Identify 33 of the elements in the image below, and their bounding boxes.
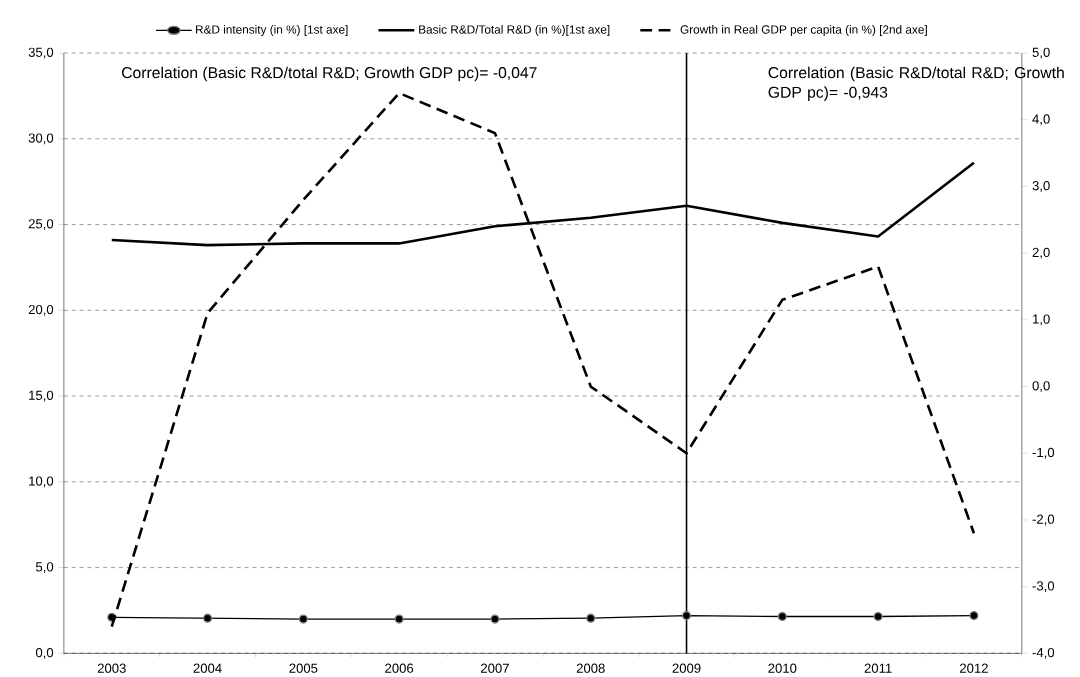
y-tick-label: 20,0 <box>28 304 54 316</box>
y2-tick-label: -1,0 <box>1032 447 1055 459</box>
legend-label: Basic R&D/Total R&D (in %)[1st axe] <box>419 24 610 36</box>
annotation: Correlation (Basic R&D/total R&D; Growth GDP pc)= -0,047 <box>121 66 537 82</box>
legend-label: Growth in Real GDP per capita (in %) [2nd axe] <box>680 24 927 36</box>
legend-label: R&D intensity (in %) [1st axe] <box>196 24 348 36</box>
y2-tick-label: 5,0 <box>1032 47 1050 59</box>
x-tick-label: 2004 <box>193 663 222 673</box>
y-tick-label: 30,0 <box>28 133 54 145</box>
x-tick-label: 2012 <box>960 663 988 673</box>
y2-tick-label: -4,0 <box>1032 647 1055 659</box>
y2-tick-label: 3,0 <box>1032 180 1050 192</box>
y2-tick-label: -3,0 <box>1032 581 1055 592</box>
x-tick-label: 2007 <box>481 663 509 673</box>
x-tick-label: 2005 <box>289 663 318 673</box>
y-tick-label: 10,0 <box>29 476 54 488</box>
y-tick-label: 35,0 <box>28 47 54 59</box>
y2-tick-label: -2,0 <box>1032 514 1055 526</box>
x-tick-label: 2010 <box>768 663 797 673</box>
y2-tick-label: 4,0 <box>1032 114 1050 126</box>
x-tick-label: 2008 <box>576 663 605 673</box>
annotation: Correlation (Basic R&D/total R&D; Growth GDP pc)= -0,943 <box>768 66 1064 101</box>
y-tick-label: 25,0 <box>28 219 54 230</box>
y2-tick-label: 0,0 <box>1032 381 1050 392</box>
y-tick-label: 5,0 <box>35 562 54 573</box>
x-tick-label: 2009 <box>672 663 701 673</box>
y2-tick-label: 2,0 <box>1032 247 1050 259</box>
x-tick-label: 2006 <box>385 663 414 673</box>
y-tick-label: 15,0 <box>29 390 54 402</box>
x-tick-label: 2011 <box>864 663 892 673</box>
x-tick-label: 2003 <box>97 663 126 673</box>
y2-tick-label: 1,0 <box>1033 314 1050 326</box>
y-tick-label: 0,0 <box>35 647 54 659</box>
